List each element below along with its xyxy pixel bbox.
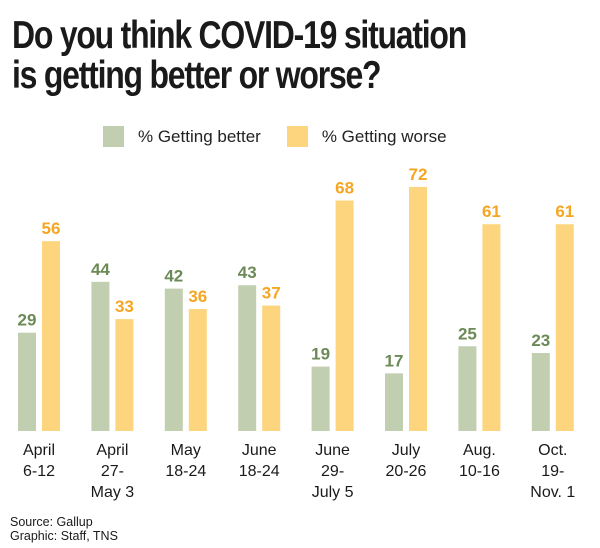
- x-tick-label: June 18-24: [239, 442, 280, 480]
- value-label-better: 25: [458, 324, 477, 343]
- source-text: Source: Gallup: [10, 515, 93, 529]
- bar-group: 29 56 April 6-12: [18, 219, 61, 480]
- value-label-worse: 56: [42, 219, 61, 238]
- bar-group: 17 72 July 20-26: [385, 165, 428, 480]
- source-note: Source: Gallup Graphic: Staff, TNS: [10, 515, 118, 543]
- bar-worse: [262, 305, 281, 431]
- bar-better: [385, 373, 403, 431]
- x-tick-label: June 29-July 5: [312, 442, 354, 501]
- value-label-better: 43: [238, 263, 257, 282]
- x-tick-label: May 18-24: [165, 442, 206, 480]
- x-tick-label: April 27-May 3: [91, 442, 135, 501]
- bar-worse: [115, 319, 134, 431]
- x-tick-label: July 20-26: [386, 442, 427, 480]
- bar-better: [18, 332, 36, 431]
- bar-group: 19 68 June 29-July 5: [311, 178, 354, 501]
- x-tick-label: April 6-12: [23, 442, 55, 480]
- bar-group: 23 61 Oct. 19-Nov. 1: [530, 202, 575, 501]
- bar-group: 42 36 May 18-24: [164, 267, 207, 480]
- bar-group: 44 33 April 27-May 3: [91, 260, 135, 501]
- x-tick-label: Oct. 19-Nov. 1: [530, 442, 575, 501]
- legend-item-worse: % Getting worse: [286, 126, 447, 147]
- bar-better: [311, 366, 330, 431]
- legend-label-worse: % Getting worse: [321, 126, 447, 146]
- legend-item-better: % Getting better: [103, 126, 261, 147]
- bar-worse: [335, 200, 354, 431]
- value-label-worse: 61: [482, 202, 501, 221]
- value-label-better: 44: [91, 260, 110, 279]
- value-label-worse: 37: [262, 284, 281, 303]
- x-tick-label: Aug. 10-16: [459, 442, 500, 480]
- bar-better: [164, 288, 183, 431]
- bar-worse: [42, 241, 60, 431]
- value-label-better: 42: [164, 267, 183, 286]
- legend-label-better: % Getting better: [138, 126, 261, 146]
- chart-title: Do you think COVID-19 situation is getti…: [12, 14, 467, 97]
- value-label-worse: 68: [335, 178, 354, 197]
- value-label-worse: 36: [188, 287, 207, 306]
- value-label-worse: 72: [409, 165, 428, 184]
- bar-worse: [482, 224, 501, 431]
- value-label-worse: 61: [555, 202, 574, 221]
- value-label-better: 17: [385, 351, 404, 370]
- bar-worse: [409, 186, 427, 431]
- title-line-1: Do you think COVID-19 situation: [12, 14, 467, 57]
- bar-better: [458, 346, 477, 431]
- title-line-2: is getting better or worse?: [12, 54, 382, 97]
- bar-worse: [188, 308, 207, 431]
- bar-group: 25 61 Aug. 10-16: [458, 202, 501, 480]
- value-label-better: 19: [311, 345, 330, 364]
- legend: % Getting better % Getting worse: [103, 126, 473, 147]
- bar-worse: [555, 224, 574, 431]
- bar-better: [91, 281, 110, 431]
- bar-better: [531, 353, 550, 431]
- legend-swatch-better: [103, 126, 124, 147]
- bar-better: [238, 285, 257, 431]
- value-label-better: 29: [18, 311, 37, 330]
- credit-text: Graphic: Staff, TNS: [10, 529, 118, 543]
- legend-swatch-worse: [286, 126, 308, 147]
- value-label-better: 23: [531, 331, 550, 350]
- bar-group: 43 37 June 18-24: [238, 263, 281, 480]
- value-label-worse: 33: [115, 297, 134, 316]
